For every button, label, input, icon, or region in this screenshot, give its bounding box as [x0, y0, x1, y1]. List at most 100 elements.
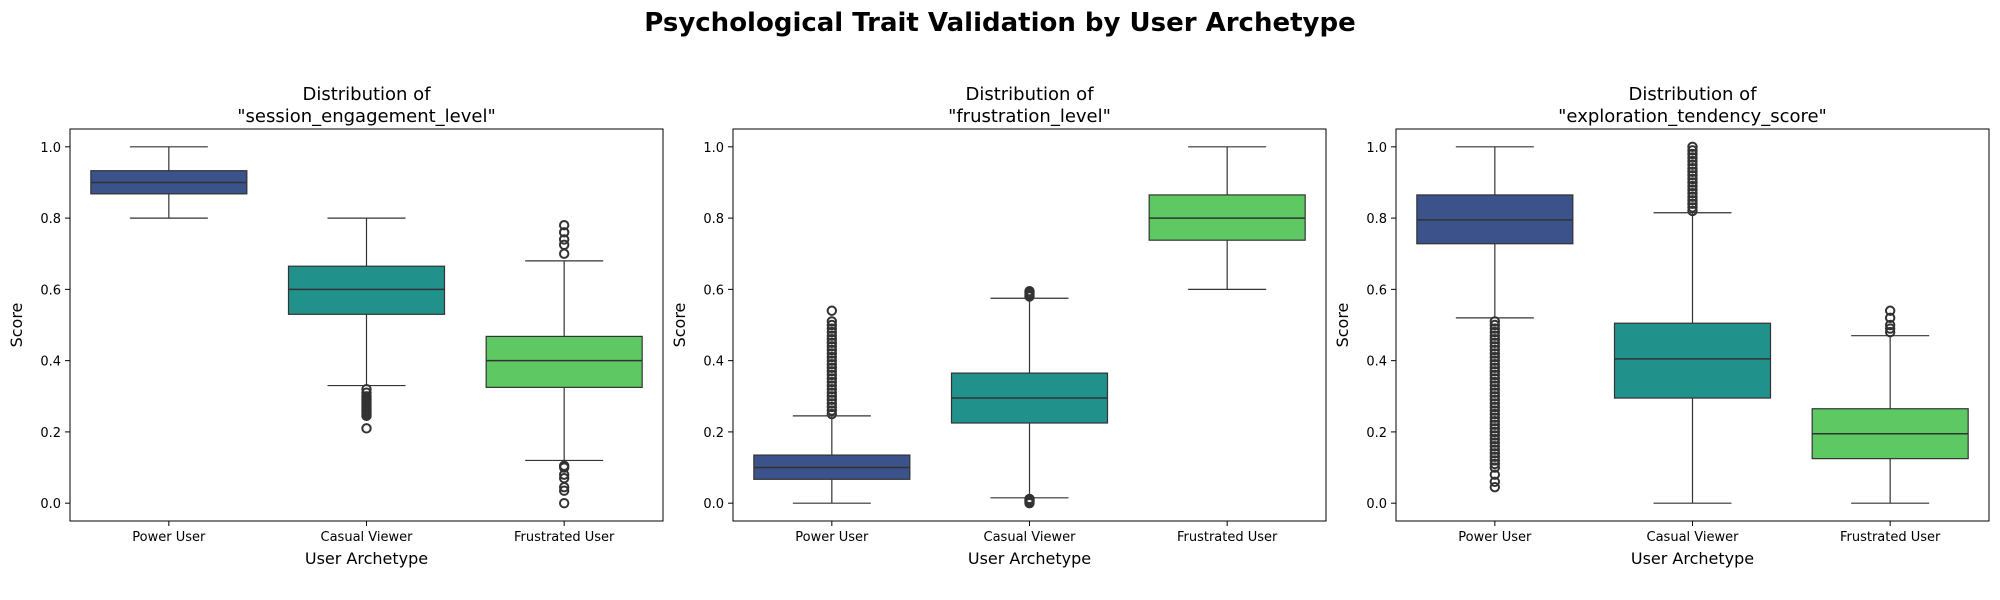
outlier-point — [826, 316, 838, 327]
outlier-point — [1884, 326, 1896, 338]
outlier-point — [1687, 148, 1698, 160]
outlier-point — [1489, 380, 1501, 391]
y-tick-label: 0.8 — [40, 212, 61, 227]
outlier-point — [826, 369, 838, 381]
outlier-point — [826, 391, 838, 402]
outlier-point — [1489, 344, 1501, 356]
y-axis-label: Score — [1333, 303, 1352, 348]
outlier-point — [1489, 394, 1501, 406]
subplot-title-line-2: "frustration_level" — [948, 106, 1111, 127]
outlier-point — [1687, 195, 1698, 206]
y-tick-label: 0.8 — [703, 212, 724, 227]
outlier-point — [1489, 405, 1501, 416]
x-tick-label: Casual Viewer — [1647, 530, 1740, 545]
outlier-point — [1489, 337, 1501, 349]
y-axis-label: Score — [7, 303, 26, 348]
outlier-point — [1489, 334, 1501, 345]
outlier-point — [558, 469, 570, 480]
subplot-title-line-2: "session_engagement_level" — [237, 106, 496, 127]
outlier-point — [826, 383, 838, 395]
x-tick-label: Power User — [1458, 530, 1532, 545]
outlier-point — [826, 319, 838, 331]
x-tick-label: Frustrated User — [514, 530, 615, 545]
outlier-point — [1489, 437, 1501, 448]
x-axis-label: User Archetype — [968, 549, 1091, 568]
y-tick-label: 1.0 — [703, 141, 724, 156]
outlier-point — [1489, 408, 1501, 420]
outlier-point — [826, 398, 838, 409]
box-casual-viewer — [287, 265, 446, 315]
outlier-point — [826, 323, 838, 334]
outlier-point — [1489, 451, 1501, 463]
outlier-point — [1687, 198, 1698, 210]
outlier-point — [1489, 455, 1501, 466]
outlier-point — [1489, 351, 1501, 363]
plot-frame — [1395, 128, 1990, 522]
outlier-point — [1884, 312, 1896, 324]
outlier-point — [1489, 469, 1501, 480]
subplot-title-line-2: "exploration_tendency_score" — [1558, 106, 1827, 127]
outlier-point — [826, 394, 838, 406]
outlier-point — [1687, 152, 1698, 163]
outlier-point — [1489, 391, 1501, 402]
subplot-title-line-1: Distribution of — [302, 84, 431, 105]
outlier-point — [1687, 205, 1698, 217]
outlier-point — [826, 334, 838, 345]
outlier-point — [1687, 163, 1698, 174]
plot-frame — [732, 128, 1327, 522]
outlier-point — [361, 410, 372, 422]
outlier-point — [1489, 341, 1501, 352]
outlier-point — [1024, 497, 1035, 509]
outlier-point — [1489, 448, 1501, 459]
y-tick-label: 0.4 — [40, 355, 61, 370]
figure-title: Psychological Trait Validation by User A… — [644, 8, 1356, 38]
outlier-point — [1489, 330, 1501, 341]
y-tick-label: 0.6 — [703, 283, 724, 298]
x-tick-label: Power User — [795, 530, 869, 545]
outlier-point — [826, 405, 838, 416]
x-tick-label: Frustrated User — [1840, 530, 1941, 545]
y-tick-label: 1.0 — [40, 141, 61, 156]
outlier-point — [1884, 305, 1896, 316]
outlier-point — [1024, 285, 1035, 297]
y-tick-label: 0.2 — [1366, 426, 1387, 441]
outlier-point — [1489, 369, 1501, 381]
outlier-point — [1489, 316, 1501, 327]
outlier-point — [1489, 416, 1501, 427]
outlier-point — [826, 326, 838, 338]
plot-frame — [69, 128, 664, 522]
outlier-point — [1687, 177, 1698, 188]
outlier-point — [1489, 387, 1501, 398]
outlier-point — [1489, 355, 1501, 366]
outlier-point — [1489, 319, 1501, 331]
outlier-point — [826, 355, 838, 366]
outlier-point — [1884, 319, 1896, 331]
outlier-point — [1489, 366, 1501, 377]
outlier-point — [1489, 444, 1501, 455]
outlier-point — [826, 337, 838, 349]
box-frustrated-user — [485, 335, 643, 388]
outlier-point — [1489, 323, 1501, 334]
y-tick-label: 0.6 — [40, 283, 61, 298]
outlier-point — [826, 380, 838, 391]
subplot-title-line-1: Distribution of — [1628, 84, 1757, 105]
outlier-point — [1687, 180, 1698, 192]
outlier-point — [1489, 326, 1501, 338]
outlier-point — [826, 366, 838, 377]
outlier-point — [1489, 419, 1501, 430]
outlier-point — [826, 344, 838, 356]
outlier-point — [1489, 376, 1501, 388]
y-axis-label: Score — [670, 303, 689, 348]
outlier-point — [826, 387, 838, 398]
y-tick-label: 0.8 — [1366, 212, 1387, 227]
x-tick-label: Frustrated User — [1177, 530, 1278, 545]
x-axis-label: User Archetype — [305, 549, 428, 568]
outlier-point — [826, 362, 838, 373]
outlier-point — [1489, 423, 1501, 434]
outlier-point — [1687, 187, 1698, 199]
outlier-point — [1489, 462, 1501, 473]
outlier-point — [1687, 155, 1698, 167]
y-tick-label: 0.4 — [1366, 355, 1387, 370]
